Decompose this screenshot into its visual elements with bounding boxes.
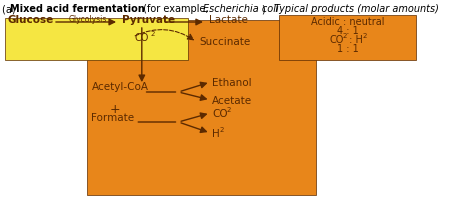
Text: Mixed acid fermentation: Mixed acid fermentation bbox=[10, 4, 145, 14]
Text: 1 : 1: 1 : 1 bbox=[337, 44, 359, 54]
Text: CO: CO bbox=[212, 109, 228, 119]
Text: Formate: Formate bbox=[91, 113, 134, 123]
Text: Acetate: Acetate bbox=[212, 96, 252, 106]
Text: : H: : H bbox=[346, 35, 363, 45]
FancyBboxPatch shape bbox=[279, 15, 416, 60]
FancyBboxPatch shape bbox=[87, 20, 316, 195]
Text: CO: CO bbox=[134, 33, 149, 43]
Text: Typical products (molar amounts): Typical products (molar amounts) bbox=[274, 4, 439, 14]
Text: Succinate: Succinate bbox=[200, 37, 251, 47]
Text: Ethanol: Ethanol bbox=[212, 78, 252, 88]
Text: 4 : 1: 4 : 1 bbox=[337, 26, 359, 36]
Text: Acetyl-CoA: Acetyl-CoA bbox=[91, 82, 148, 92]
Text: Glucose: Glucose bbox=[7, 15, 54, 25]
Text: 2: 2 bbox=[362, 33, 367, 39]
Text: Lactate: Lactate bbox=[208, 15, 248, 25]
Text: 2: 2 bbox=[227, 107, 231, 113]
Text: (for example,: (for example, bbox=[140, 4, 212, 14]
Text: 2: 2 bbox=[342, 33, 346, 39]
Text: H: H bbox=[212, 129, 220, 139]
Text: ): ) bbox=[261, 4, 265, 14]
Text: Escherichia coli: Escherichia coli bbox=[203, 4, 279, 14]
Text: Pyruvate: Pyruvate bbox=[122, 15, 175, 25]
Text: Acidic : neutral: Acidic : neutral bbox=[311, 17, 384, 27]
Text: Glycolysis: Glycolysis bbox=[69, 15, 107, 24]
Text: 2: 2 bbox=[219, 127, 224, 133]
Text: CO: CO bbox=[329, 35, 344, 45]
Text: +: + bbox=[110, 103, 121, 116]
Text: (a): (a) bbox=[2, 4, 18, 14]
Text: 2: 2 bbox=[150, 31, 154, 37]
FancyBboxPatch shape bbox=[5, 18, 188, 60]
